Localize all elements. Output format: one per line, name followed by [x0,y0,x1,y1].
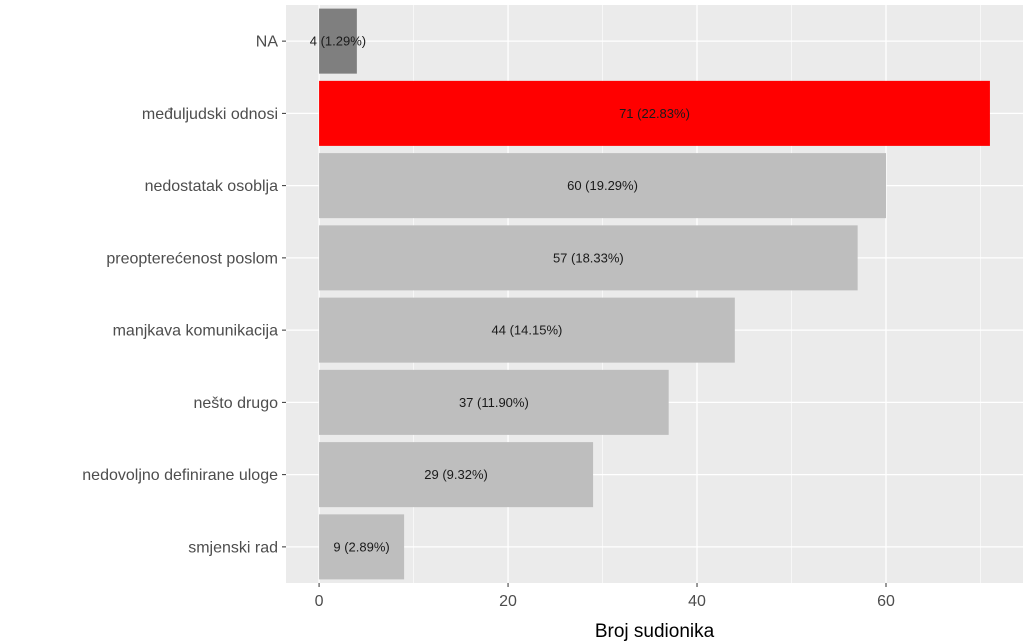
category-label: manjkava komunikacija [113,323,279,340]
x-tick-label: 60 [877,593,895,610]
x-tick-label: 20 [499,593,517,610]
category-label: NA [256,34,279,51]
category-label: međuljudski odnosi [142,106,278,123]
category-label: nedovoljno definirane uloge [82,467,278,484]
category-label: nedostatak osoblja [145,178,279,195]
x-axis: 0 20 40 60 [315,583,895,610]
bar-labels: 4 (1.29%) 71 (22.83%) 60 (19.29%) 57 (18.33… [310,34,690,555]
bar-value-label: 9 (2.89%) [333,539,389,554]
bar-value-label: 71 (22.83%) [619,106,690,121]
bars [319,8,990,580]
bar-value-label: 60 (19.29%) [567,178,638,193]
bar [319,80,990,146]
bar-value-label: 37 (11.90%) [459,395,529,410]
category-label: nešto drugo [193,395,278,412]
y-axis: NA međuljudski odnosi nedostatak osoblja pr… [82,34,286,556]
bar [319,442,594,508]
bar [319,514,405,580]
x-axis-title: Broj sudionika [595,621,715,642]
x-tick-label: 40 [688,593,706,610]
bar-value-label: 29 (9.32%) [424,467,488,482]
bar-value-label: 4 (1.29%) [310,34,366,49]
bar-value-label: 44 (14.15%) [492,323,563,338]
bar [319,153,886,219]
bar [319,297,735,363]
x-tick-label: 0 [315,593,324,610]
bar [319,225,858,291]
bar [319,8,357,74]
category-label: preopterećenost poslom [106,250,278,267]
category-label: smjenski rad [188,539,278,556]
bar-value-label: 57 (18.33%) [553,250,624,265]
bar [319,369,669,435]
